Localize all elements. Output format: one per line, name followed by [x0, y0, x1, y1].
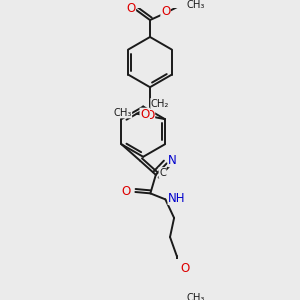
Text: C: C	[159, 168, 166, 178]
Text: CH₃: CH₃	[187, 293, 205, 300]
Text: O: O	[122, 185, 131, 198]
Text: NH: NH	[168, 191, 186, 205]
Text: CH₂: CH₂	[151, 99, 169, 109]
Text: O: O	[146, 110, 154, 122]
Text: O: O	[126, 2, 136, 15]
Text: CH₃: CH₃	[113, 108, 132, 118]
Text: O: O	[140, 108, 149, 121]
Text: O: O	[180, 262, 190, 275]
Text: O: O	[161, 4, 170, 18]
Text: CH₃: CH₃	[186, 0, 204, 10]
Text: N: N	[168, 154, 177, 166]
